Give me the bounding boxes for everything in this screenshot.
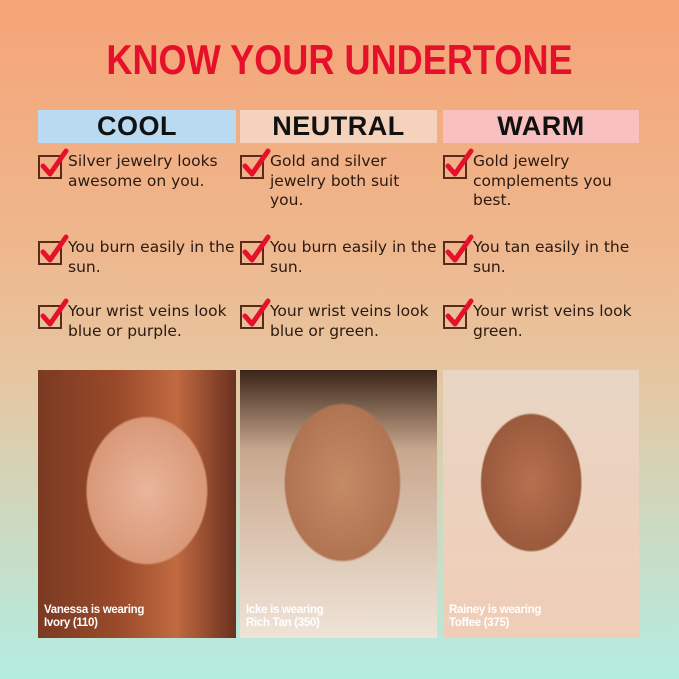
checkbox-checked-icon	[443, 148, 474, 179]
checkbox-checked-icon	[38, 234, 69, 265]
checkbox-checked-icon	[240, 234, 271, 265]
column-header-neutral: NEUTRAL	[240, 110, 437, 143]
checkbox-checked-icon	[240, 148, 271, 179]
model-photo-warm: Rainey is wearing Toffee (375)	[443, 370, 639, 638]
column-header-cool: COOL	[38, 110, 236, 143]
checklist-item: You tan easily in the sun.	[443, 234, 639, 277]
checklist-item: You burn easily in the sun.	[240, 234, 437, 277]
checkbox-checked-icon	[38, 298, 69, 329]
column-header-warm: WARM	[443, 110, 639, 143]
column-neutral: NEUTRAL Gold and silver jewelry both sui…	[240, 110, 437, 340]
model-photo-cool: Vanessa is wearing Ivory (110)	[38, 370, 236, 638]
checklist-item: Gold jewelry complements you best.	[443, 148, 639, 211]
page-title: KNOW YOUR UNDERTONE	[106, 36, 573, 83]
column-cool: COOL Silver jewelry looks awesome on you…	[38, 110, 236, 340]
checkbox-checked-icon	[38, 148, 69, 179]
checklist-item: You burn easily in the sun.	[38, 234, 236, 277]
model-photo-neutral: Icke is wearing Rich Tan (350)	[240, 370, 437, 638]
checklist-item: Your wrist veins look blue or purple.	[38, 298, 236, 341]
photo-caption: Vanessa is wearing Ivory (110)	[44, 604, 145, 629]
checkbox-checked-icon	[443, 298, 474, 329]
column-warm: WARM Gold jewelry complements you best. …	[443, 110, 639, 340]
checklist-item: Your wrist veins look blue or green.	[240, 298, 437, 341]
checklist-item: Gold and silver jewelry both suit you.	[240, 148, 437, 211]
checklist-item: Silver jewelry looks awesome on you.	[38, 148, 236, 191]
checkbox-checked-icon	[240, 298, 271, 329]
checklist-item: Your wrist veins look green.	[443, 298, 639, 341]
checkbox-checked-icon	[443, 234, 474, 265]
photo-caption: Icke is wearing Rich Tan (350)	[246, 604, 324, 629]
photo-caption: Rainey is wearing Toffee (375)	[449, 604, 542, 629]
